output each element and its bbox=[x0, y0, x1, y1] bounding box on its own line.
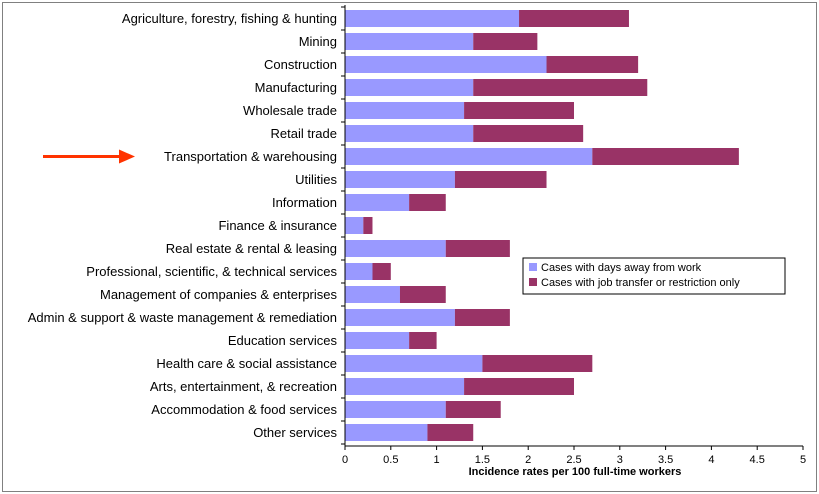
bar-segment-days-away bbox=[345, 424, 428, 441]
category-label: Admin & support & waste management & rem… bbox=[28, 310, 337, 325]
category-label: Utilities bbox=[295, 172, 337, 187]
bar-segment-days-away bbox=[345, 10, 520, 27]
legend-box bbox=[522, 257, 786, 295]
legend-swatch bbox=[529, 263, 537, 271]
bar-segment-days-away bbox=[345, 102, 465, 119]
x-tick-label: 1 bbox=[434, 454, 440, 466]
category-label: Professional, scientific, & technical se… bbox=[86, 264, 337, 279]
bar-segment-days-away bbox=[345, 263, 373, 280]
bar-segment-days-away bbox=[345, 240, 446, 257]
legend-swatch bbox=[529, 278, 537, 286]
bar-segment-job-transfer bbox=[409, 332, 437, 349]
category-label: Transportation & warehousing bbox=[164, 149, 337, 164]
x-axis: 0 0.5 1 1.5 2 2.5 3 3.5 4 4.5 5 bbox=[341, 5, 806, 466]
category-label: Education services bbox=[228, 333, 338, 348]
stacked-bar-chart: Agriculture, forestry, fishing & hunting… bbox=[28, 5, 806, 478]
bar-segment-days-away bbox=[345, 332, 410, 349]
bar-segment-job-transfer bbox=[482, 355, 593, 372]
bar-segment-days-away bbox=[345, 378, 465, 395]
bar-segment-job-transfer bbox=[445, 401, 501, 418]
category-labels: Agriculture, forestry, fishing & hunting… bbox=[28, 11, 338, 440]
bar-segment-days-away bbox=[345, 171, 455, 188]
legend-entry: Cases with days away from work bbox=[541, 262, 702, 274]
bar-segment-job-transfer bbox=[464, 102, 574, 119]
category-label: Accommodation & food services bbox=[151, 402, 337, 417]
bar-segment-job-transfer bbox=[473, 125, 584, 142]
bar-segment-job-transfer bbox=[454, 171, 547, 188]
bar-segment-days-away bbox=[345, 125, 474, 142]
bar-segment-days-away bbox=[345, 56, 547, 73]
bar-segment-days-away bbox=[345, 355, 483, 372]
category-label: Finance & insurance bbox=[218, 218, 337, 233]
bar-segment-days-away bbox=[345, 194, 410, 211]
bar-segment-job-transfer bbox=[473, 33, 538, 50]
legend-entry: Cases with job transfer or restriction o… bbox=[541, 277, 740, 289]
bar-segment-job-transfer bbox=[363, 217, 373, 234]
legend: Cases with days away from work Cases with… bbox=[522, 257, 786, 295]
category-label: Real estate & rental & leasing bbox=[166, 241, 337, 256]
category-label: Health care & social assistance bbox=[156, 356, 337, 371]
category-label: Retail trade bbox=[271, 126, 337, 141]
bar-segment-job-transfer bbox=[399, 286, 446, 303]
x-tick-label: 0.5 bbox=[383, 454, 398, 466]
x-tick-label: 5 bbox=[800, 454, 806, 466]
bars-layer bbox=[345, 10, 739, 441]
category-label: Manufacturing bbox=[255, 80, 337, 95]
category-label: Management of companies & enterprises bbox=[100, 287, 338, 302]
category-label: Information bbox=[272, 195, 337, 210]
bar-segment-job-transfer bbox=[445, 240, 510, 257]
x-tick-label: 3 bbox=[617, 454, 623, 466]
category-label: Agriculture, forestry, fishing & hunting bbox=[122, 11, 337, 26]
bar-segment-job-transfer bbox=[519, 10, 629, 27]
x-tick-label: 2.5 bbox=[566, 454, 581, 466]
x-tick-label: 0 bbox=[342, 454, 348, 466]
bar-segment-days-away bbox=[345, 309, 455, 326]
bar-segment-days-away bbox=[345, 286, 400, 303]
bar-segment-days-away bbox=[345, 217, 364, 234]
bar-segment-job-transfer bbox=[409, 194, 446, 211]
category-label: Other services bbox=[253, 425, 337, 440]
category-label: Construction bbox=[264, 57, 337, 72]
category-label: Mining bbox=[299, 34, 337, 49]
bar-segment-job-transfer bbox=[546, 56, 639, 73]
x-tick-label: 3.5 bbox=[658, 454, 673, 466]
bar-segment-job-transfer bbox=[592, 148, 739, 165]
x-tick-label: 1.5 bbox=[475, 454, 490, 466]
bar-segment-job-transfer bbox=[427, 424, 474, 441]
bar-segment-days-away bbox=[345, 33, 474, 50]
bar-segment-days-away bbox=[345, 401, 446, 418]
bar-segment-days-away bbox=[345, 79, 474, 96]
bar-segment-job-transfer bbox=[372, 263, 391, 280]
category-label: Wholesale trade bbox=[243, 103, 337, 118]
x-axis-title: Incidence rates per 100 full-time worker… bbox=[469, 466, 682, 478]
highlight-marker bbox=[43, 149, 135, 164]
bar-segment-job-transfer bbox=[464, 378, 574, 395]
bar-segment-job-transfer bbox=[454, 309, 510, 326]
x-tick-label: 4 bbox=[708, 454, 714, 466]
highlight-arrow-icon bbox=[119, 149, 135, 164]
x-tick-label: 2 bbox=[525, 454, 531, 466]
bar-segment-days-away bbox=[345, 148, 593, 165]
category-label: Arts, entertainment, & recreation bbox=[150, 379, 337, 394]
bar-segment-job-transfer bbox=[473, 79, 648, 96]
x-tick-label: 4.5 bbox=[750, 454, 765, 466]
